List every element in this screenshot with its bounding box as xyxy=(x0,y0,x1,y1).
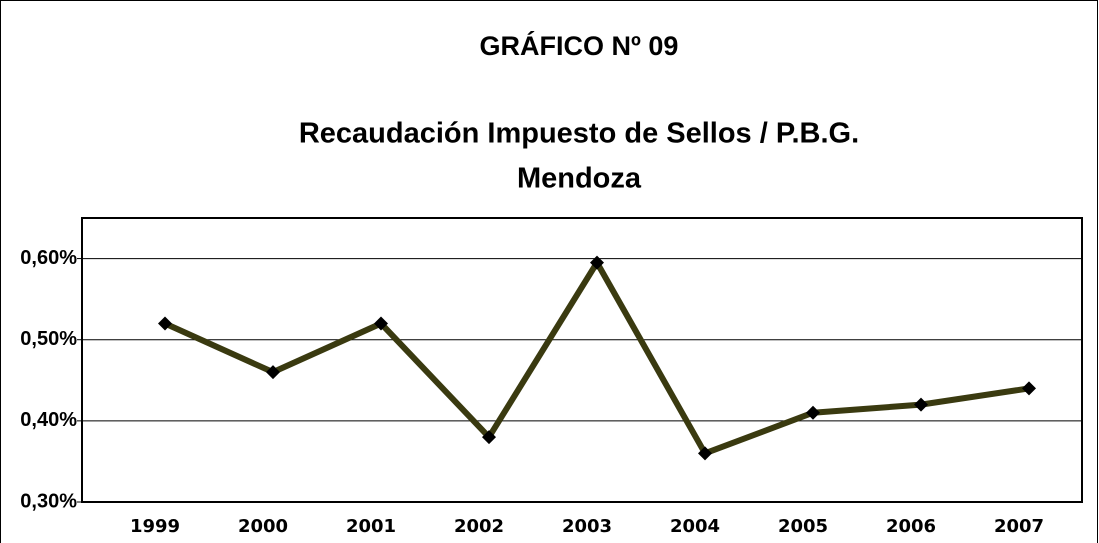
x-tick-label: 2006 xyxy=(886,516,936,537)
x-tick-label: 2000 xyxy=(238,516,288,537)
marker xyxy=(482,430,496,445)
chart-subtitle: Mendoza xyxy=(517,163,642,195)
x-tick-label: 2003 xyxy=(562,516,612,537)
y-tick-label: 0,40% xyxy=(20,409,77,431)
x-tick-label: 2004 xyxy=(670,516,720,537)
x-tick-label: 2007 xyxy=(994,516,1044,537)
chart-subtitle: Recaudación Impuesto de Sellos / P.B.G. xyxy=(299,118,859,150)
chart-title: GRÁFICO Nº 09 xyxy=(480,30,679,61)
marker xyxy=(590,255,604,270)
marker xyxy=(806,405,820,420)
marker xyxy=(914,397,928,412)
marker xyxy=(158,316,172,331)
x-tick-label: 2002 xyxy=(454,516,504,537)
y-tick-label: 0,50% xyxy=(20,328,77,350)
y-tick-label: 0,30% xyxy=(20,490,77,512)
marker xyxy=(374,316,388,331)
marker xyxy=(1022,381,1036,396)
y-tick-label: 0,60% xyxy=(20,247,77,269)
x-tick-label: 2005 xyxy=(778,516,828,537)
x-tick-label: 1999 xyxy=(130,516,180,537)
marker xyxy=(266,365,280,380)
x-tick-label: 2001 xyxy=(346,516,396,537)
plot-area xyxy=(81,217,1083,503)
marker xyxy=(698,446,712,461)
